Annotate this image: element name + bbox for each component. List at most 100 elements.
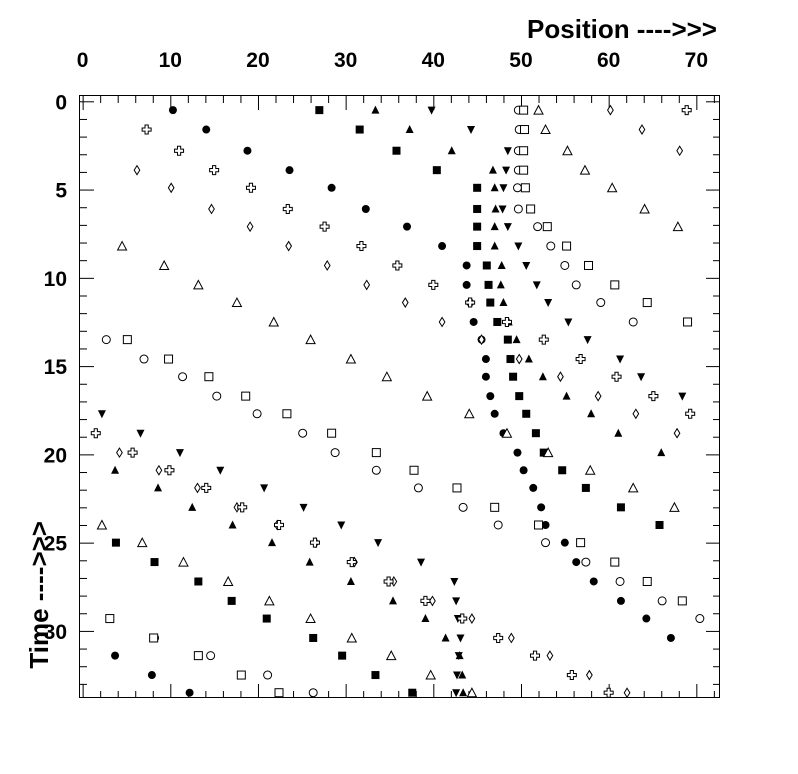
open-circle-marker xyxy=(513,204,523,214)
filled-circle-marker xyxy=(185,688,194,697)
x-tick-label: 10 xyxy=(159,49,182,72)
open-cross-marker xyxy=(209,165,220,176)
filled-circle-marker xyxy=(490,409,499,418)
open-cross-marker xyxy=(681,105,692,116)
filled-inverted-triangle-marker xyxy=(299,503,308,512)
open-diamond-marker xyxy=(208,203,215,215)
open-cross-marker xyxy=(274,519,285,530)
filled-inverted-triangle-marker xyxy=(456,634,465,643)
filled-circle-marker xyxy=(666,633,675,642)
filled-circle-marker xyxy=(168,106,177,115)
filled-triangle-marker xyxy=(188,502,197,511)
open-circle-marker xyxy=(139,354,149,364)
open-cross-marker xyxy=(282,203,293,214)
open-square-marker xyxy=(642,298,652,308)
filled-inverted-triangle-marker xyxy=(564,318,573,327)
filled-circle-marker xyxy=(202,125,211,134)
filled-triangle-marker xyxy=(441,633,450,642)
open-cross-marker xyxy=(141,124,152,135)
y-tick-label: 25 xyxy=(44,533,68,556)
open-diamond-marker xyxy=(167,182,175,194)
filled-circle-marker xyxy=(481,355,490,364)
filled-triangle-marker xyxy=(346,576,355,585)
filled-triangle-marker xyxy=(491,204,500,213)
filled-inverted-triangle-marker xyxy=(678,392,687,401)
filled-triangle-marker xyxy=(154,483,163,492)
open-cross-marker xyxy=(575,354,586,365)
open-diamond-marker xyxy=(438,316,446,328)
open-triangle-marker xyxy=(231,296,243,308)
open-circle-marker xyxy=(212,391,222,401)
open-triangle-marker xyxy=(562,145,573,156)
open-square-marker xyxy=(241,391,251,401)
filled-square-marker xyxy=(493,317,502,326)
filled-inverted-triangle-marker xyxy=(260,484,269,493)
data-markers xyxy=(90,104,705,699)
open-square-marker xyxy=(562,241,572,251)
filled-circle-marker xyxy=(462,280,471,289)
filled-circle-marker xyxy=(537,503,546,512)
filled-inverted-triangle-marker xyxy=(450,577,459,586)
y-tick-label: 15 xyxy=(44,356,68,379)
filled-square-marker xyxy=(111,538,120,547)
filled-triangle-marker xyxy=(512,335,521,344)
open-square-marker xyxy=(677,596,687,606)
filled-square-marker xyxy=(262,614,271,623)
open-square-marker xyxy=(282,409,292,419)
open-circle-marker xyxy=(308,688,318,698)
filled-inverted-triangle-marker xyxy=(216,466,225,475)
open-circle-marker xyxy=(695,614,705,624)
open-triangle-marker xyxy=(584,464,596,475)
filled-inverted-triangle-marker xyxy=(583,336,592,345)
filled-square-marker xyxy=(432,166,441,175)
open-triangle-marker xyxy=(579,164,591,175)
filled-circle-marker xyxy=(529,483,538,492)
filled-square-marker xyxy=(473,242,482,251)
filled-circle-marker xyxy=(361,204,370,213)
filled-inverted-triangle-marker xyxy=(374,539,383,548)
filled-inverted-triangle-marker xyxy=(522,261,531,270)
filled-inverted-triangle-marker xyxy=(454,652,463,661)
filled-triangle-marker xyxy=(268,538,276,547)
open-square-marker xyxy=(236,670,246,680)
filled-inverted-triangle-marker xyxy=(503,147,512,156)
y-tick-label: 30 xyxy=(44,621,67,644)
open-circle-marker xyxy=(330,448,340,458)
open-cross-marker xyxy=(245,182,256,193)
filled-circle-marker xyxy=(438,242,447,251)
filled-square-marker xyxy=(616,503,625,512)
x-tick-label: 50 xyxy=(509,49,532,72)
open-cross-marker xyxy=(648,391,659,402)
open-diamond-marker xyxy=(363,279,371,291)
open-triangle-marker xyxy=(116,240,128,251)
open-cross-marker xyxy=(538,334,549,345)
filled-inverted-triangle-marker xyxy=(503,223,512,232)
open-square-marker xyxy=(452,483,462,493)
open-circle-marker xyxy=(560,260,570,270)
filled-inverted-triangle-marker xyxy=(637,373,646,382)
open-circle-marker xyxy=(615,576,625,586)
open-circle-marker xyxy=(371,465,381,475)
filled-square-marker xyxy=(522,409,531,418)
filled-inverted-triangle-marker xyxy=(417,558,426,567)
filled-circle-marker xyxy=(111,651,120,660)
open-cross-marker xyxy=(174,145,185,156)
open-square-marker xyxy=(204,372,214,382)
open-diamond-marker xyxy=(194,482,201,494)
x-tick-label: 70 xyxy=(685,49,708,72)
filled-square-marker xyxy=(509,372,518,381)
filled-circle-marker xyxy=(541,520,550,529)
filled-triangle-marker xyxy=(458,670,467,679)
filled-circle-marker xyxy=(519,466,528,475)
filled-square-marker xyxy=(150,558,159,567)
filled-inverted-triangle-marker xyxy=(498,205,507,214)
open-diamond-marker xyxy=(155,464,163,476)
filled-square-marker xyxy=(581,483,590,492)
filled-square-marker xyxy=(558,466,567,475)
filled-square-marker xyxy=(484,280,493,289)
x-tick-label: 20 xyxy=(246,49,269,72)
filled-circle-marker xyxy=(560,538,569,547)
x-tick-label: 60 xyxy=(597,49,620,72)
